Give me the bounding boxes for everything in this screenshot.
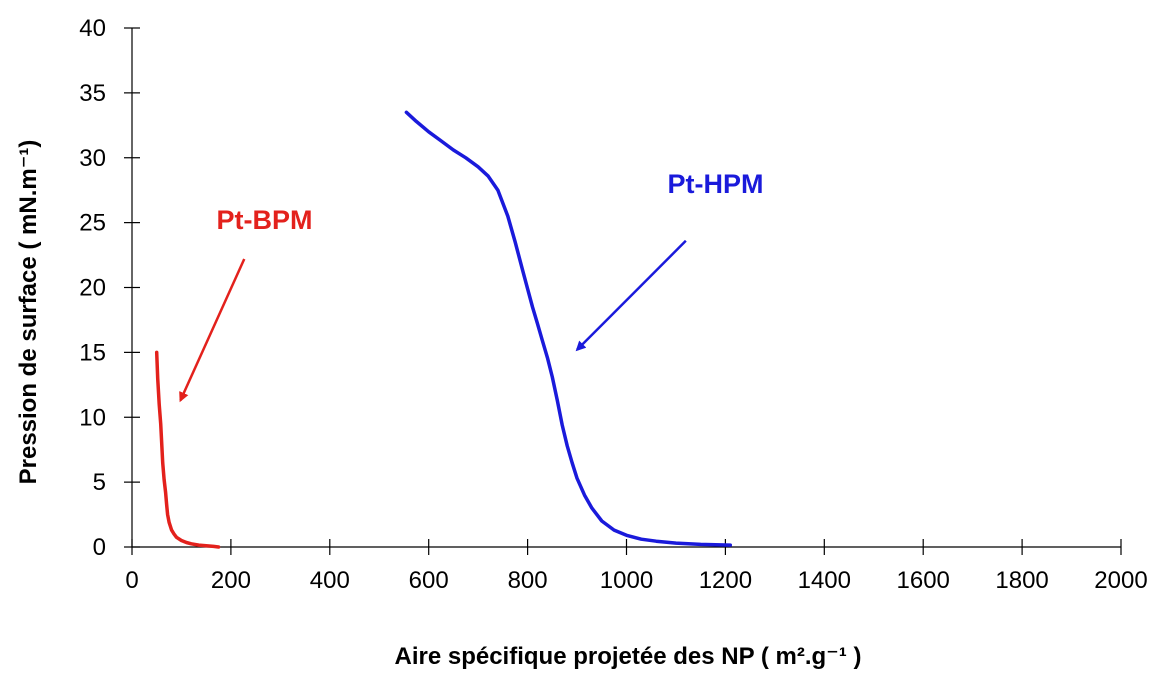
x-tick-label: 1400 [798, 567, 851, 594]
x-tick-label: 1000 [600, 567, 653, 594]
x-tick-label: 600 [409, 567, 449, 594]
x-tick-label: 400 [310, 567, 350, 594]
x-tick-label: 0 [125, 567, 138, 594]
y-tick-label: 25 [79, 210, 106, 237]
y-tick-label: 30 [79, 145, 106, 172]
x-tick-label: 1200 [699, 567, 752, 594]
series-line-pt-bpm [154, 350, 221, 549]
y-tick-label: 15 [79, 339, 106, 366]
x-axis-title: Aire spécifique projetée des NP ( m².g⁻¹… [395, 643, 862, 670]
y-tick-label: 5 [93, 469, 106, 496]
label-pt-bpm-arrow [179, 258, 246, 403]
x-tick-label: 2000 [1094, 567, 1147, 594]
annotation-layer: Pt-BPM Pt-HPM [179, 169, 764, 403]
x-tick-label: 800 [508, 567, 548, 594]
x-tick-label: 1800 [995, 567, 1048, 594]
label-pt-bpm: Pt-BPM [217, 205, 313, 235]
y-axis-title: Pression de surface ( mN.m⁻¹) [15, 140, 42, 485]
x-tick-label: 200 [211, 567, 251, 594]
y-tick-label: 10 [79, 404, 106, 431]
series-line-pt-hpm [404, 110, 733, 547]
y-tick-label: 35 [79, 80, 106, 107]
series-layer [154, 110, 733, 549]
y-tick-label: 40 [79, 15, 106, 42]
y-tick-label: 0 [93, 534, 106, 561]
axes: 0 200 400 600 800 1000 1200 1400 1600 1800 2000 0 5 1… [79, 15, 1147, 594]
y-tick-label: 20 [79, 275, 106, 302]
x-tick-label: 1600 [897, 567, 950, 594]
label-pt-hpm: Pt-HPM [668, 169, 764, 199]
label-pt-hpm-arrow [575, 239, 687, 352]
